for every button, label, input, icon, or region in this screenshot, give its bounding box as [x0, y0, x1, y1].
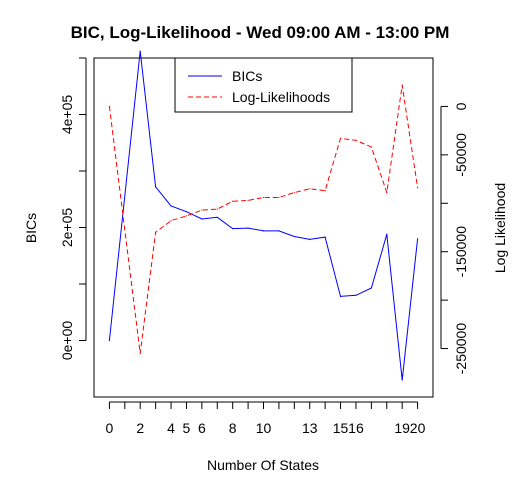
- left-y-axis: 0e+00 2e+05 4e+05: [59, 57, 87, 361]
- data-point-log-likelihoods: [339, 137, 342, 139]
- data-point-log-likelihoods: [262, 196, 265, 199]
- data-point-bics: [170, 205, 172, 207]
- chart-title: BIC, Log-Likelihood - Wed 09:00 AM - 13:…: [71, 23, 450, 42]
- x-tick-label: 10: [256, 420, 272, 436]
- data-point-log-likelihoods: [155, 231, 157, 233]
- data-point-bics: [232, 228, 234, 230]
- x-tick-label: 19: [394, 420, 410, 436]
- data-point-bics: [339, 295, 342, 298]
- x-tick-label: 2: [136, 420, 144, 436]
- right-y-tick-label: 0: [453, 102, 469, 110]
- left-y-axis-label: BICs: [23, 213, 39, 243]
- data-point-log-likelihoods: [293, 192, 295, 194]
- data-point-log-likelihoods: [232, 200, 234, 202]
- data-point-log-likelihoods: [324, 190, 326, 192]
- data-point-bics: [262, 230, 265, 232]
- data-point-bics: [309, 238, 311, 240]
- data-point-log-likelihoods: [370, 146, 372, 148]
- series-line-bics: [108, 51, 419, 381]
- data-point-bics: [324, 236, 326, 238]
- x-tick-label: 15: [333, 420, 349, 436]
- right-y-axis-label: Log Likelihood: [492, 183, 508, 273]
- data-point-bics: [108, 339, 111, 342]
- legend-label-bics: BICs: [232, 68, 262, 84]
- right-y-tick-label: -150000: [453, 226, 469, 278]
- data-point-log-likelihoods: [416, 187, 419, 189]
- data-point-bics: [278, 230, 280, 232]
- data-point-log-likelihoods: [201, 209, 203, 211]
- data-point-log-likelihoods: [108, 105, 111, 108]
- x-tick-label: 4: [167, 420, 175, 436]
- x-tick-label: 13: [302, 420, 318, 436]
- data-point-bics: [216, 216, 218, 218]
- data-point-log-likelihoods: [247, 199, 249, 201]
- x-axis-label: Number Of States: [207, 457, 319, 473]
- data-point-bics: [293, 235, 295, 238]
- legend-box: [174, 57, 353, 113]
- series-layer: [108, 50, 419, 381]
- legend-label-log-likelihoods: Log-Likelihoods: [232, 89, 330, 105]
- legend: BICs Log-Likelihoods: [174, 57, 353, 113]
- data-point-log-likelihoods: [185, 215, 188, 217]
- x-tick-label: 6: [198, 420, 206, 436]
- right-y-axis: 0 -50000 -150000 -250000: [440, 102, 469, 375]
- data-point-log-likelihoods: [355, 139, 357, 141]
- data-point-log-likelihoods: [170, 220, 172, 222]
- data-point-bics: [185, 211, 188, 213]
- x-tick-label: 16: [348, 420, 364, 436]
- data-point-bics: [355, 294, 357, 296]
- data-point-bics: [155, 186, 157, 188]
- x-tick-label: 5: [183, 420, 191, 436]
- left-y-tick-label: 0e+00: [59, 321, 75, 361]
- data-point-log-likelihoods: [401, 84, 403, 86]
- data-point-log-likelihoods: [386, 192, 388, 194]
- left-y-tick-label: 4e+05: [59, 95, 75, 135]
- x-tick-label: 8: [229, 420, 237, 436]
- left-y-tick-label: 2e+05: [59, 208, 75, 248]
- x-tick-label: 20: [410, 420, 426, 436]
- data-point-bics: [386, 233, 388, 235]
- data-point-bics: [201, 218, 203, 220]
- data-point-log-likelihoods: [139, 352, 141, 355]
- series-line-log-likelihoods: [108, 85, 419, 354]
- data-point-bics: [416, 238, 419, 240]
- right-y-tick-label: -50000: [453, 133, 469, 177]
- data-point-bics: [139, 50, 141, 52]
- data-point-log-likelihoods: [309, 188, 311, 190]
- data-point-log-likelihoods: [216, 208, 218, 210]
- x-tick-label: 0: [106, 420, 114, 436]
- right-y-tick-label: -250000: [453, 323, 469, 375]
- x-axis: 0 2 4 5 6 8 10 13 15 16 19 20: [106, 401, 426, 436]
- data-point-log-likelihoods: [278, 196, 280, 199]
- data-point-bics: [370, 287, 372, 289]
- data-point-bics: [401, 379, 403, 381]
- data-point-bics: [247, 227, 249, 229]
